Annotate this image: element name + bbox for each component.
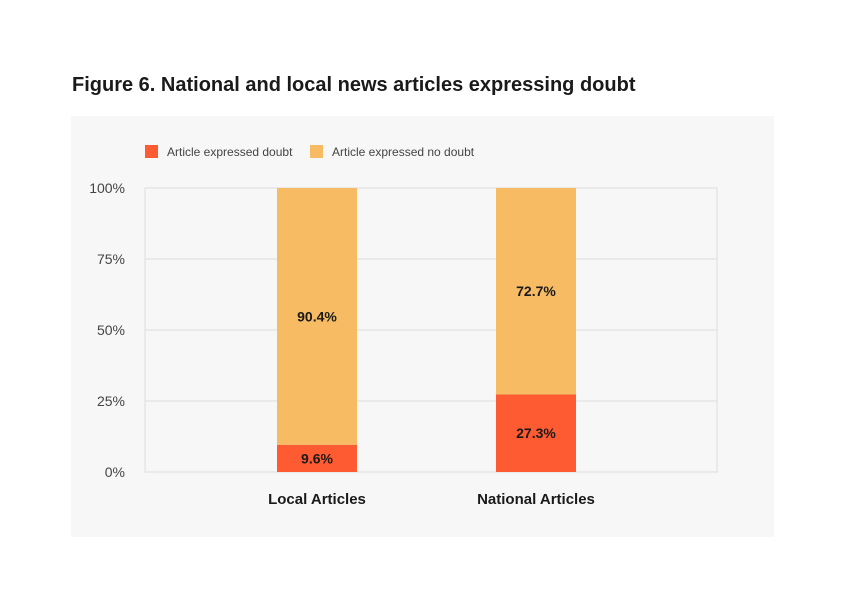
data-label: 72.7%: [516, 283, 556, 299]
data-label: 90.4%: [297, 308, 337, 324]
gridlines: [144, 187, 718, 473]
data-label: 27.3%: [516, 425, 556, 441]
bar-segment: [496, 188, 576, 395]
legend-label: Article expressed doubt: [167, 145, 293, 159]
bar-segment: [277, 444, 357, 472]
x-category-label: Local Articles: [268, 491, 366, 508]
chart-title: Figure 6. National and local news articl…: [72, 74, 636, 96]
legend: Article expressed doubt Article expressed…: [145, 145, 475, 159]
y-tick-label: 25%: [97, 393, 125, 409]
data-label: 9.6%: [301, 450, 333, 466]
y-tick-label: 75%: [97, 251, 125, 267]
bar-segment: [277, 188, 357, 445]
bars: [277, 188, 576, 472]
labels: 0% 25% 50% 75% 100% 9.6% 90.4% Local Articles 27…: [89, 180, 595, 508]
legend-label: Article expressed no doubt: [332, 145, 475, 159]
y-tick-label: 50%: [97, 322, 125, 338]
legend-swatch: [145, 145, 158, 158]
y-tick-label: 0%: [105, 464, 125, 480]
y-tick-label: 100%: [89, 180, 125, 196]
x-category-label: National Articles: [477, 491, 595, 508]
legend-swatch: [310, 145, 323, 158]
bar-segment: [496, 394, 576, 472]
